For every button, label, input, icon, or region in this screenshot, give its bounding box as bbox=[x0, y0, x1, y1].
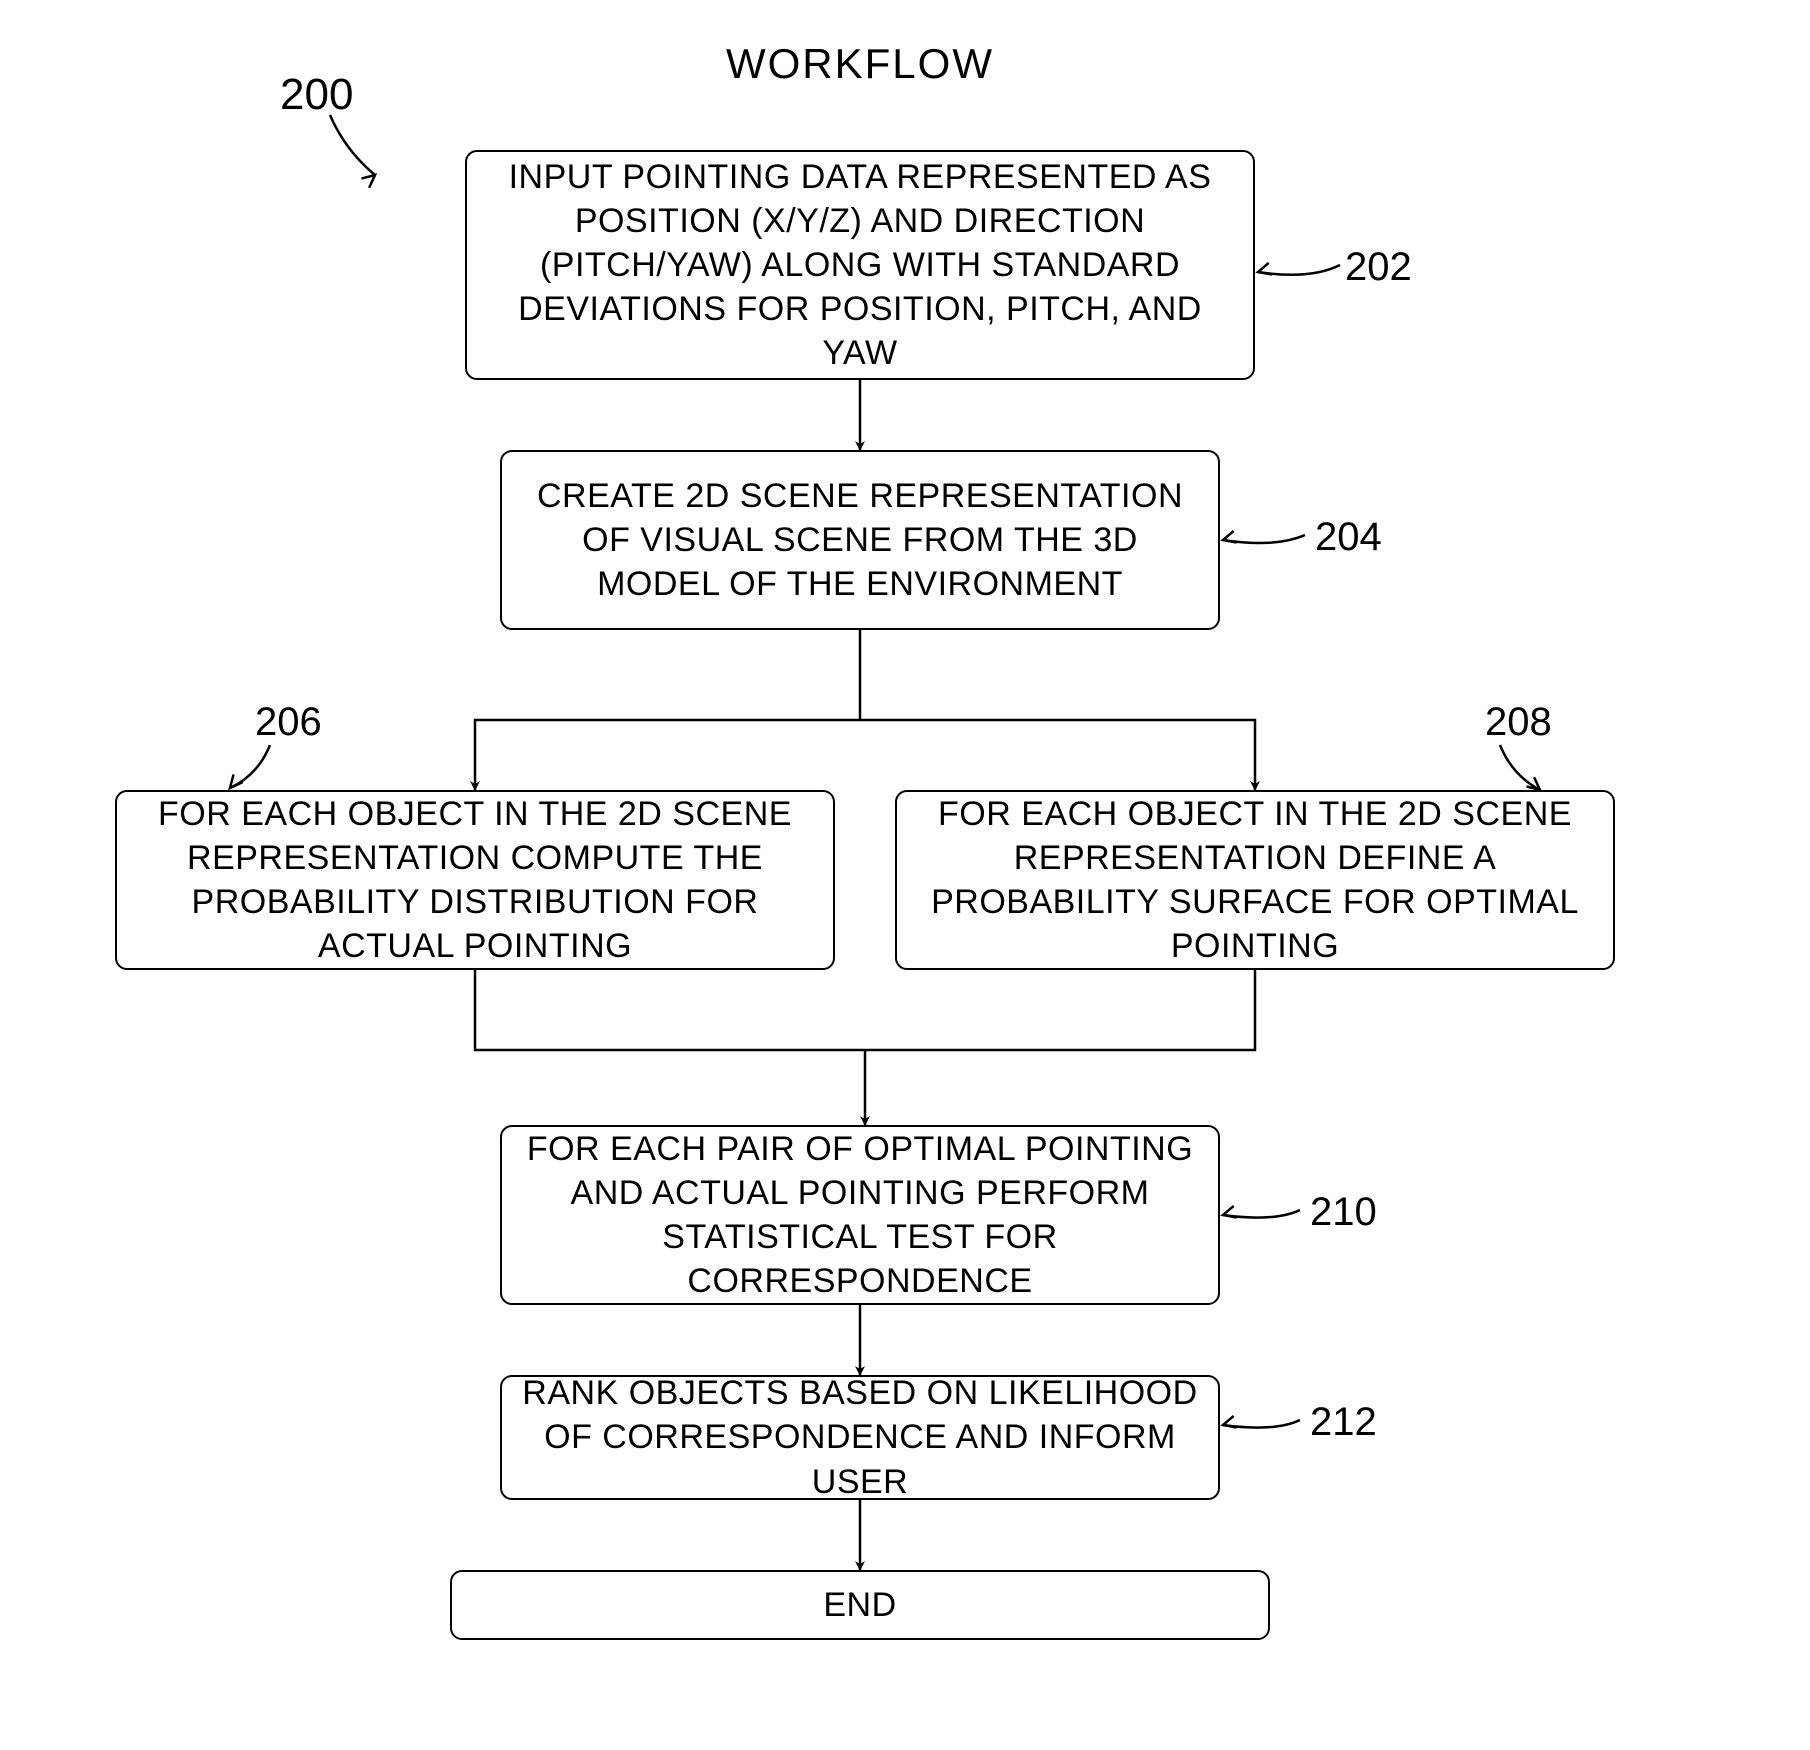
node-rank-objects: RANK OBJECTS BASED ON LIKELIHOOD OF CORR… bbox=[500, 1375, 1220, 1500]
callout-208: 208 bbox=[1485, 700, 1552, 745]
node-text: FOR EACH OBJECT IN THE 2D SCENE REPRESEN… bbox=[137, 792, 813, 969]
callout-212: 212 bbox=[1310, 1400, 1377, 1445]
node-text: END bbox=[823, 1583, 896, 1627]
node-input-pointing-data: INPUT POINTING DATA REPRESENTED AS POSIT… bbox=[465, 150, 1255, 380]
node-end: END bbox=[450, 1570, 1270, 1640]
node-define-probability-surface: FOR EACH OBJECT IN THE 2D SCENE REPRESEN… bbox=[895, 790, 1615, 970]
flowchart-stage: WORKFLOW INPUT POINTING DATA REPRESENTED… bbox=[0, 0, 1810, 1750]
callout-206: 206 bbox=[255, 700, 322, 745]
node-text: FOR EACH PAIR OF OPTIMAL POINTING AND AC… bbox=[522, 1127, 1198, 1304]
node-text: INPUT POINTING DATA REPRESENTED AS POSIT… bbox=[487, 155, 1233, 376]
figure-number-200: 200 bbox=[280, 70, 353, 120]
node-statistical-test: FOR EACH PAIR OF OPTIMAL POINTING AND AC… bbox=[500, 1125, 1220, 1305]
node-text: FOR EACH OBJECT IN THE 2D SCENE REPRESEN… bbox=[917, 792, 1593, 969]
callout-204: 204 bbox=[1315, 515, 1382, 560]
callout-202: 202 bbox=[1345, 245, 1412, 290]
node-create-2d-scene: CREATE 2D SCENE REPRESENTATION OF VISUAL… bbox=[500, 450, 1220, 630]
callout-210: 210 bbox=[1310, 1190, 1377, 1235]
node-text: CREATE 2D SCENE REPRESENTATION OF VISUAL… bbox=[522, 474, 1198, 607]
node-compute-probability-distribution: FOR EACH OBJECT IN THE 2D SCENE REPRESEN… bbox=[115, 790, 835, 970]
diagram-title: WORKFLOW bbox=[680, 40, 1040, 88]
node-text: RANK OBJECTS BASED ON LIKELIHOOD OF CORR… bbox=[522, 1371, 1198, 1504]
